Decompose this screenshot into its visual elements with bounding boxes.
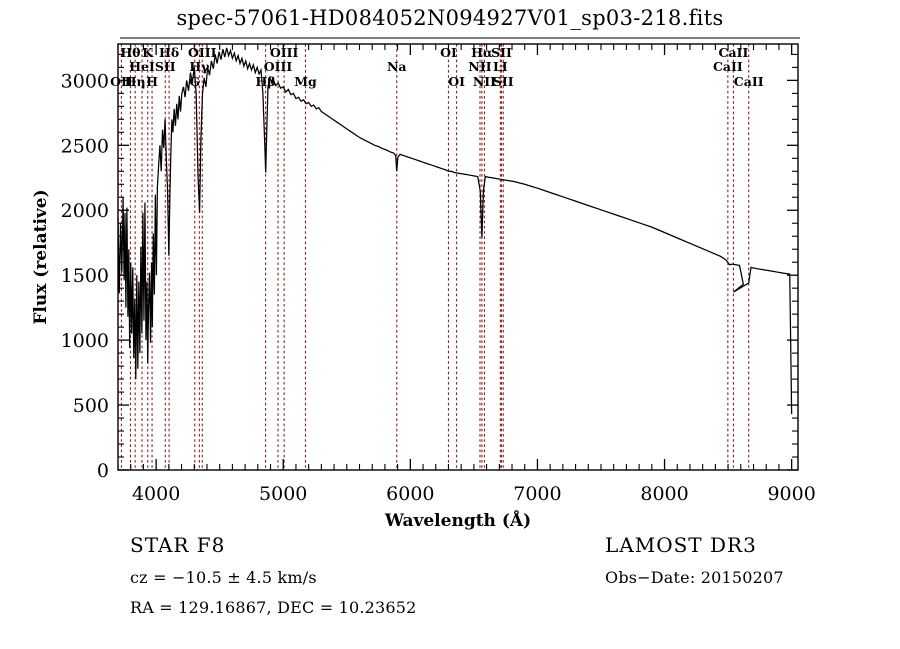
- y-tick-label: 1500: [61, 265, 109, 287]
- x-tick-label: 6000: [386, 483, 434, 505]
- survey-release-line: LAMOST DR3: [605, 533, 757, 557]
- line-label-H-4861: Hβ: [256, 74, 276, 89]
- line-label-OIII-4363: OIII: [188, 45, 217, 60]
- line-label-HeI-3889: HeI: [129, 59, 155, 74]
- line-label-CaII-8542: CaII: [719, 45, 749, 60]
- plot-frame: [117, 43, 799, 471]
- spectrum-trace: [117, 47, 793, 415]
- y-tick-label: 0: [97, 460, 109, 482]
- x-tick-label: 8000: [640, 483, 688, 505]
- line-label-CaII-8662: CaII: [734, 74, 764, 89]
- y-tick-label: 2000: [61, 200, 109, 222]
- x-axis-ticks: 4000 5000 6000 7000 8000 9000: [117, 44, 816, 505]
- line-label-LI-6708: LI: [493, 59, 508, 74]
- object-class-line: STAR F8: [130, 533, 226, 557]
- line-label-H-3968: H: [146, 74, 158, 89]
- line-label-OIII-5007: OIII: [270, 45, 299, 60]
- line-label-G-4304: G: [189, 74, 200, 89]
- x-tick-label: 9000: [767, 483, 815, 505]
- line-label-OII-3727: OII: [110, 74, 133, 89]
- line-label-OI-6364: OI: [448, 74, 465, 89]
- x-tick-label: 5000: [259, 483, 307, 505]
- line-label-SII-6717: SII: [491, 45, 512, 60]
- coordinates-line: RA = 129.16867, DEC = 10.23652: [130, 598, 417, 617]
- line-label-H-4102: Hδ: [159, 45, 179, 60]
- x-tick-label: 4000: [132, 483, 180, 505]
- line-label-Na-5893: Na: [387, 59, 407, 74]
- y-tick-label: 3000: [61, 70, 109, 92]
- line-label-SII-4072: SII: [155, 59, 176, 74]
- page-title: spec-57061-HD084052N094927V01_sp03-218.f…: [176, 6, 724, 30]
- x-tick-label: 7000: [513, 483, 561, 505]
- line-label-Mg-5175: Mg: [294, 74, 317, 89]
- y-axis-title: Flux (relative): [31, 189, 51, 324]
- obs-date-line: Obs−Date: 20150207: [605, 568, 784, 587]
- line-label-OIII-4959: OIII: [264, 59, 293, 74]
- line-label-CaII-8498: CaII: [713, 59, 743, 74]
- line-label-OI-6300: OI: [440, 45, 457, 60]
- line-label-K-3934: K: [142, 45, 154, 60]
- survey-info-block: LAMOST DR3 Obs−Date: 20150207: [605, 533, 784, 587]
- line-label-H-4340: Hγ: [189, 59, 210, 74]
- object-info-block: STAR F8 cz = −10.5 ± 4.5 km/s RA = 129.1…: [130, 533, 417, 617]
- line-label-SII-6731: SII: [493, 74, 514, 89]
- x-axis-title: Wavelength (Å): [384, 509, 531, 531]
- redshift-velocity-line: cz = −10.5 ± 4.5 km/s: [130, 568, 317, 587]
- line-label-H-3798: Hθ: [120, 45, 140, 60]
- y-tick-label: 2500: [61, 135, 109, 157]
- line-label-H-6563: Hα: [471, 45, 493, 60]
- y-tick-label: 1000: [61, 330, 109, 352]
- line-label-group: OIIHθHηHeIKHHδSIIGHγOIIIHβOIIIOIIIMgNaOI…: [110, 45, 764, 89]
- y-tick-label: 500: [73, 395, 109, 417]
- line-marker-group: [120, 44, 750, 470]
- y-axis-ticks: 0 500 1000 1500 2000 2500 3000: [61, 53, 798, 482]
- line-label-H-3835: Hη: [125, 74, 146, 89]
- line-label-NII-6583: NII: [473, 74, 496, 89]
- line-label-NII-6548: NII: [468, 59, 491, 74]
